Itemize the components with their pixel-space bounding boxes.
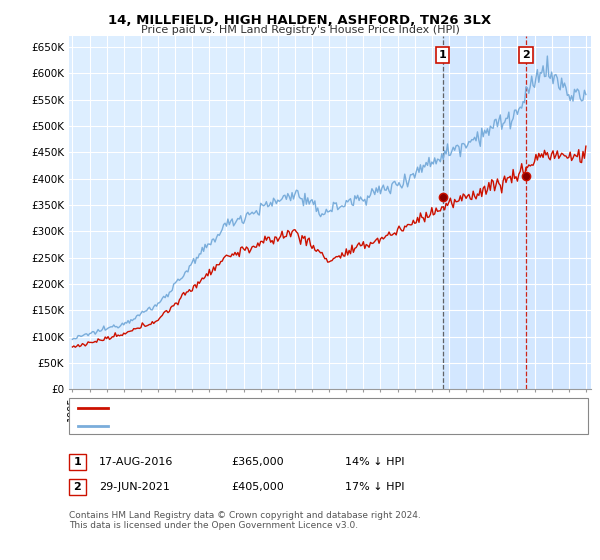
Text: £405,000: £405,000: [231, 482, 284, 492]
Text: 1: 1: [439, 50, 446, 60]
Text: 1: 1: [74, 457, 81, 467]
Bar: [443, 36, 595, 389]
Text: £365,000: £365,000: [231, 457, 284, 467]
Text: Contains HM Land Registry data © Crown copyright and database right 2024.
This d: Contains HM Land Registry data © Crown c…: [69, 511, 421, 530]
Text: 17% ↓ HPI: 17% ↓ HPI: [345, 482, 404, 492]
Text: HPI: Average price, detached house, Ashford: HPI: Average price, detached house, Ashf…: [114, 421, 347, 431]
Text: 14, MILLFIELD, HIGH HALDEN, ASHFORD, TN26 3LX: 14, MILLFIELD, HIGH HALDEN, ASHFORD, TN2…: [109, 14, 491, 27]
Text: Price paid vs. HM Land Registry's House Price Index (HPI): Price paid vs. HM Land Registry's House …: [140, 25, 460, 35]
Text: 14% ↓ HPI: 14% ↓ HPI: [345, 457, 404, 467]
Text: 2: 2: [522, 50, 530, 60]
Text: 14, MILLFIELD, HIGH HALDEN, ASHFORD, TN26 3LX (detached house): 14, MILLFIELD, HIGH HALDEN, ASHFORD, TN2…: [114, 403, 475, 413]
Text: 2: 2: [74, 482, 81, 492]
Text: 17-AUG-2016: 17-AUG-2016: [99, 457, 173, 467]
Text: 29-JUN-2021: 29-JUN-2021: [99, 482, 170, 492]
